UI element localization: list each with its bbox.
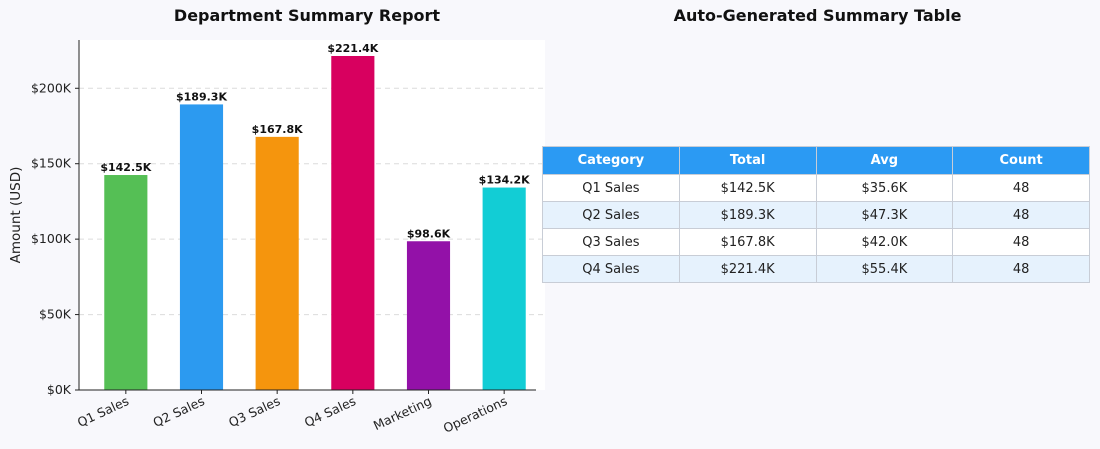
table-row: Q2 Sales $189.3K $47.3K 48 <box>542 201 1090 229</box>
bar-q1-sales <box>104 175 148 390</box>
table-cell: $47.3K <box>815 201 954 229</box>
x-tick-label: Operations <box>441 393 510 436</box>
table-cell: Q4 Sales <box>542 255 680 283</box>
header-count: Count <box>952 146 1090 175</box>
table-cell: $35.6K <box>815 174 954 202</box>
y-tick-label: $200K <box>31 80 72 95</box>
x-tick-label: Q3 Sales <box>226 393 282 430</box>
bar-marketing <box>406 241 451 390</box>
x-tick-label: Q1 Sales <box>75 393 131 430</box>
y-tick-label: $0K <box>47 382 72 397</box>
table-header-row: Category Total Avg Count <box>542 146 1090 175</box>
table-cell: $221.4K <box>678 255 817 283</box>
table-cell: Q2 Sales <box>542 201 680 229</box>
y-tick-label: $150K <box>31 156 72 171</box>
table-cell: $42.0K <box>815 228 954 256</box>
data-label: $189.3K <box>176 90 227 103</box>
table-cell: $55.4K <box>815 255 954 283</box>
bar-chart: Department Summary Report Amount (USD) $… <box>0 0 545 449</box>
table-cell: 48 <box>952 228 1090 256</box>
header-category: Category <box>542 146 680 175</box>
table-cell: $142.5K <box>678 174 817 202</box>
table-row: Q3 Sales $167.8K $42.0K 48 <box>542 228 1090 256</box>
table-cell: 48 <box>952 201 1090 229</box>
summary-table: Category Total Avg Count Q1 Sales $142.5… <box>542 146 1090 283</box>
table-cell: 48 <box>952 255 1090 283</box>
header-total: Total <box>678 146 817 175</box>
chart-title: Department Summary Report <box>174 6 441 25</box>
table-cell: Q1 Sales <box>542 174 680 202</box>
data-label: $221.4K <box>327 42 378 55</box>
y-tick-label: $100K <box>31 231 72 246</box>
bar-q3-sales <box>255 136 299 390</box>
table-cell: Q3 Sales <box>542 228 680 256</box>
plot-background <box>79 40 545 390</box>
plot-area: $0K $50K $100K $150K $200K $142.5K Q1 Sales $18… <box>31 40 545 436</box>
table-row: Q1 Sales $142.5K $35.6K 48 <box>542 174 1090 202</box>
table-row: Q4 Sales $221.4K $55.4K 48 <box>542 255 1090 283</box>
bar-q4-sales <box>331 55 375 390</box>
data-label: $98.6K <box>407 227 451 240</box>
x-tick-label: Q4 Sales <box>302 393 358 430</box>
header-avg: Avg <box>815 146 954 175</box>
table-cell: $189.3K <box>678 201 817 229</box>
data-label: $134.2K <box>479 174 530 187</box>
data-label: $142.5K <box>100 161 151 174</box>
table-cell: $167.8K <box>678 228 817 256</box>
y-axis-label: Amount (USD) <box>8 167 24 264</box>
table-cell: 48 <box>952 174 1090 202</box>
y-tick-label: $50K <box>39 307 72 322</box>
bar-q2-sales <box>179 104 224 391</box>
x-tick-label: Marketing <box>371 393 434 433</box>
x-tick-label: Q2 Sales <box>151 393 207 430</box>
data-label: $167.8K <box>252 123 303 136</box>
table-title: Auto-Generated Summary Table <box>673 6 962 25</box>
chart-svg: Department Summary Report Amount (USD) $… <box>8 6 545 436</box>
bar-operations <box>482 187 526 390</box>
